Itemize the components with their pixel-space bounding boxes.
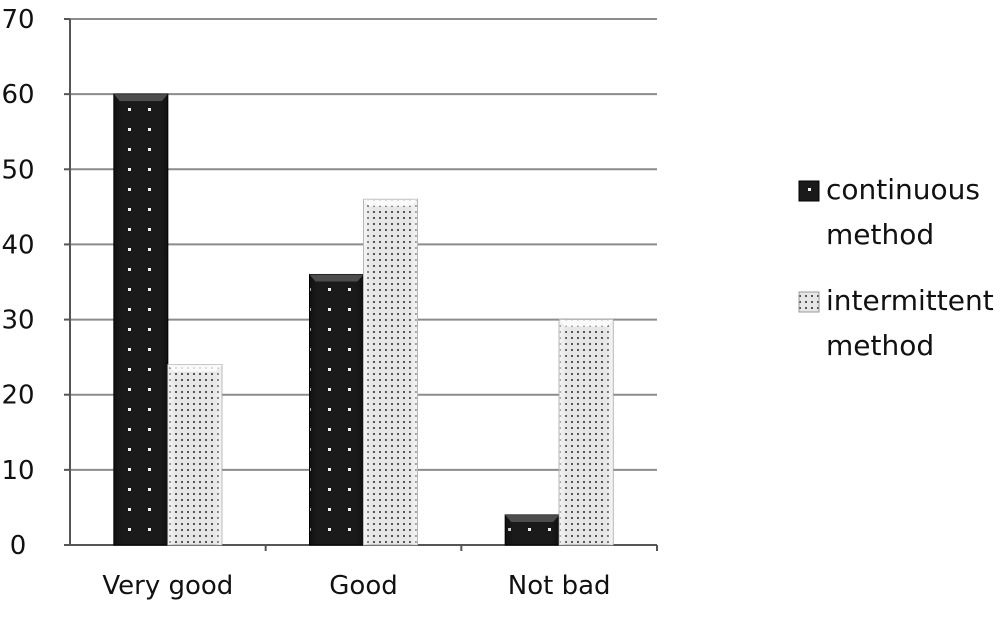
- y-tick-label: 40: [1, 230, 34, 260]
- x-tick-label: Good: [329, 571, 397, 601]
- bar-bevel: [559, 319, 614, 327]
- bar-shading: [167, 364, 222, 545]
- legend-label: method: [826, 329, 934, 362]
- legend-label: method: [826, 218, 934, 251]
- bar-bevel: [113, 94, 168, 102]
- y-tick-label: 20: [1, 381, 34, 411]
- bar-intermittent-1: [363, 198, 418, 546]
- y-tick-label: 30: [1, 306, 34, 336]
- legend-swatch: [798, 291, 820, 313]
- bar-continuous-2: [504, 514, 560, 546]
- legend-swatch: [798, 180, 820, 202]
- bar-intermittent-0: [167, 364, 223, 546]
- legend-label: continuous: [826, 173, 980, 206]
- bar-shading: [309, 274, 364, 545]
- bar-continuous-0: [113, 93, 169, 546]
- bars: [113, 93, 614, 546]
- bar-bevel: [167, 364, 222, 372]
- y-tick-label: 50: [1, 155, 34, 185]
- bar-shading: [113, 94, 168, 546]
- y-tick-label: 70: [1, 5, 34, 35]
- bar-shading: [363, 199, 418, 546]
- legend-label: intermittent: [826, 284, 994, 317]
- y-tick-label: 0: [10, 531, 27, 561]
- bar-intermittent-2: [558, 319, 614, 546]
- y-tick-labels: 0 10 20 30 40 50 60 70: [1, 5, 34, 561]
- bar-bevel: [309, 274, 364, 282]
- bar-continuous-1: [309, 273, 364, 546]
- bar-shading: [559, 319, 614, 545]
- bar-bevel: [363, 199, 418, 207]
- bar-bevel: [505, 514, 560, 522]
- x-tick-labels: Very good Good Not bad: [102, 571, 610, 601]
- legend: continuous method intermittent method: [798, 173, 994, 362]
- y-tick-label: 60: [1, 80, 34, 110]
- x-tick-label: Not bad: [508, 571, 611, 601]
- x-tick-label: Very good: [102, 571, 233, 601]
- legend-item-continuous: continuous method: [798, 173, 980, 251]
- legend-item-intermittent: intermittent method: [798, 284, 994, 362]
- y-tick-label: 10: [1, 456, 34, 486]
